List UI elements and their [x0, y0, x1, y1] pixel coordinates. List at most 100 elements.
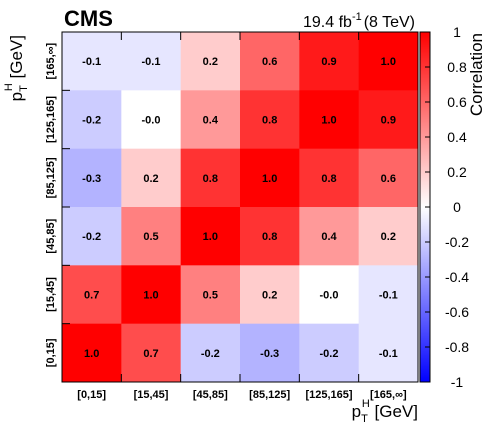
heatmap-cell	[62, 323, 122, 383]
cell-value-label: 0.5	[143, 231, 158, 243]
lumi-value: 19.4 fb	[303, 14, 352, 31]
cell-value-label: -0.1	[82, 56, 101, 68]
y-tick-label: [165,∞]	[45, 43, 57, 80]
heatmap-cell	[121, 148, 182, 208]
y-tick-label: [85,125]	[45, 157, 57, 198]
y-axis-title: pTH [GeV]	[3, 35, 30, 101]
heatmap-cell	[358, 90, 419, 150]
heatmap-cell	[240, 90, 300, 150]
colorbar-title-group: Correlation	[467, 33, 486, 116]
heatmap-cell	[62, 148, 122, 208]
y-tick-labels: [0,15] [15,45] [45,85] [85,125] [125,165] [16…	[45, 43, 57, 368]
heatmap-cell	[180, 265, 241, 325]
heatmap-cell	[121, 32, 182, 91]
y-tick-label-group: [165,∞]	[45, 43, 57, 80]
cell-value-label: -0.0	[142, 115, 161, 127]
cell-value-label: 0.2	[262, 290, 277, 302]
cell-value-label: 0.9	[381, 115, 396, 127]
y-tick-label: [15,45]	[45, 277, 57, 312]
cell-value-label: 1.0	[321, 115, 336, 127]
cell-value-label: -0.2	[82, 115, 101, 127]
heatmap-cell-labels: -0.1 -0.1 0.2 0.6 0.9 1.0 -0.2 -0.0 0.4 0.8 1.0 0.9…	[82, 56, 398, 360]
cell-value-label: 0.4	[203, 115, 219, 127]
y-tick-label: [45,85]	[45, 218, 57, 253]
heatmap-cell	[180, 90, 241, 150]
heatmap-cell	[240, 323, 300, 383]
colorbar-tick-label: -0.4	[445, 269, 469, 285]
heatmap-cell	[121, 265, 182, 325]
cell-value-label: 1.0	[143, 290, 158, 302]
y-axis-title-main: p	[7, 92, 26, 101]
cell-value-label: 0.8	[203, 173, 218, 185]
x-tick-label: [125,165]	[305, 389, 352, 401]
heatmap-cell	[240, 207, 300, 266]
axis-ticks	[61, 31, 419, 383]
cell-value-label: -0.2	[82, 231, 101, 243]
x-axis-title-unit: [GeV]	[370, 402, 418, 421]
colorbar-tick-label: 1	[453, 24, 461, 40]
colorbar-tick-label: -0.2	[445, 234, 469, 250]
colorbar-title: Correlation	[467, 33, 486, 116]
cell-value-label: 1.0	[203, 231, 218, 243]
cell-value-label: 0.6	[262, 56, 277, 68]
cell-value-label: 0.2	[143, 173, 158, 185]
heatmap-cell	[358, 207, 419, 266]
cell-value-label: -0.3	[82, 173, 101, 185]
x-axis-title: pTH [GeV]	[352, 398, 418, 425]
heatmap-cell	[180, 148, 241, 208]
cell-value-label: 0.8	[321, 173, 336, 185]
cell-value-label: 0.6	[381, 173, 396, 185]
heatmap-cell	[240, 265, 300, 325]
colorbar-tick-labels: 1 0.8 0.6 0.4 0.2 0 -0.2 -0.4 -0.6 -0.8 -1	[445, 24, 469, 390]
cell-value-label: -0.1	[379, 290, 398, 302]
x-tick-label: [85,125]	[249, 389, 290, 401]
cell-value-label: 0.8	[262, 115, 277, 127]
cell-value-label: 0.8	[262, 231, 277, 243]
y-tick-label-group: [15,45]	[45, 277, 57, 312]
heatmap-cell	[62, 90, 122, 150]
cell-value-label: 0.9	[321, 56, 336, 68]
cell-value-label: -0.3	[260, 348, 279, 360]
heatmap-cell	[299, 265, 360, 325]
colorbar-tick-label: -0.8	[445, 339, 469, 355]
lumi-label: 19.4 fb-1 (8 TeV)	[303, 11, 415, 31]
cell-value-label: 0.4	[321, 231, 337, 243]
x-axis-title-sub: T	[361, 413, 368, 425]
heatmap-cell	[121, 323, 182, 383]
heatmap-cell	[180, 32, 241, 91]
y-tick-label-group: [0,15]	[45, 338, 57, 367]
y-axis-title-unit: [GeV]	[7, 35, 26, 83]
y-axis-title-group: pTH [GeV]	[3, 35, 30, 101]
heatmap-cell	[299, 207, 360, 266]
heatmap-cell	[358, 323, 419, 383]
heatmap-cell	[62, 32, 122, 91]
heatmap-cell	[121, 207, 182, 266]
heatmap-cell	[299, 323, 360, 383]
x-axis-title-main: p	[352, 402, 361, 421]
colorbar-tick-label: 0.2	[447, 164, 467, 180]
cell-value-label: -0.1	[142, 56, 161, 68]
colorbar-tick-label: -1	[451, 374, 464, 390]
heatmap-cell	[299, 148, 360, 208]
cell-value-label: 0.2	[203, 56, 218, 68]
cell-value-label: -0.2	[320, 348, 339, 360]
cell-value-label: 0.5	[203, 290, 218, 302]
y-tick-label: [0,15]	[45, 338, 57, 367]
heatmap-cell	[180, 323, 241, 383]
cell-value-label: 0.2	[381, 231, 396, 243]
cell-value-label: -0.1	[379, 348, 398, 360]
y-tick-label-group: [125,165]	[45, 96, 57, 143]
heatmap-cell	[299, 90, 360, 150]
colorbar-tick-label: 0.4	[447, 129, 467, 145]
x-tick-label: [15,45]	[134, 389, 169, 401]
x-tick-label: [45,85]	[193, 389, 228, 401]
heatmap-cell	[240, 148, 300, 208]
cell-value-label: -0.0	[320, 290, 339, 302]
colorbar-tick-label: 0	[453, 199, 461, 215]
heatmap-cell	[240, 32, 300, 91]
y-tick-label-group: [45,85]	[45, 218, 57, 253]
heatmap-cells	[62, 32, 419, 383]
heatmap-cell	[358, 265, 419, 325]
heatmap-cell	[358, 32, 419, 91]
